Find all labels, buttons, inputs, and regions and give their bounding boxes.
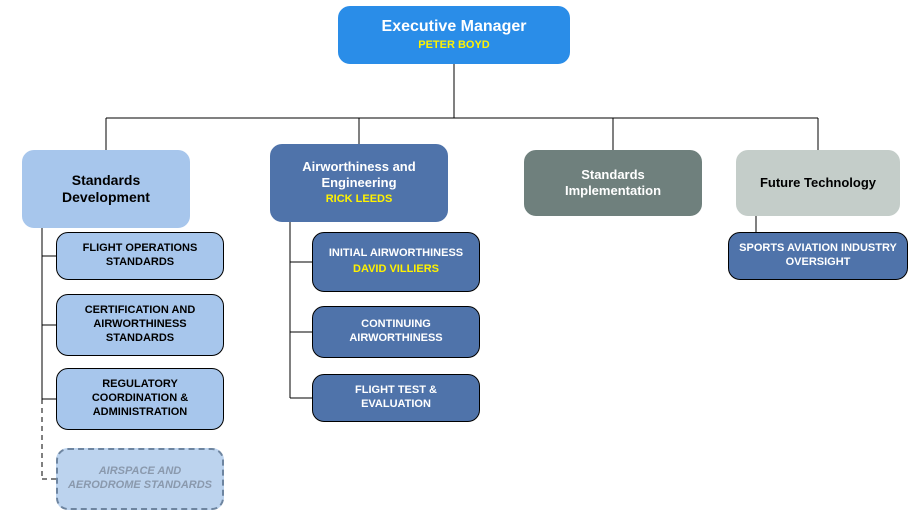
org-chart: Executive Manager PETER BOYD Standards Dev… bbox=[0, 0, 917, 531]
branch-0-child-0: FLIGHT OPERATIONS STANDARDS bbox=[56, 232, 224, 280]
branch-1-header: Airworthiness and EngineeringRICK LEEDS bbox=[270, 144, 448, 222]
branch-1-child-1: CONTINUING AIRWORTHINESS bbox=[312, 306, 480, 358]
branch-1-child-0-title: INITIAL AIRWORTHINESS bbox=[329, 247, 463, 261]
branch-0-child-2-title: REGULATORY COORDINATION & ADMINISTRATION bbox=[65, 378, 215, 419]
branch-0-child-1-title: CERTIFICATION AND AIRWORTHINESS STANDARD… bbox=[65, 304, 215, 345]
branch-0-child-3-title: AIRSPACE AND AERODROME STANDARDS bbox=[66, 465, 214, 493]
branch-1-child-2: FLIGHT TEST & EVALUATION bbox=[312, 374, 480, 422]
branch-0-header-title: Standards Development bbox=[31, 172, 181, 207]
branch-3-child-0-title: SPORTS AVIATION INDUSTRY OVERSIGHT bbox=[737, 242, 899, 270]
branch-1-child-0: INITIAL AIRWORTHINESS DAVID VILLIERS bbox=[312, 232, 480, 292]
root-node: Executive Manager PETER BOYD bbox=[338, 6, 570, 64]
branch-0-header: Standards Development bbox=[22, 150, 190, 228]
branch-0-child-0-title: FLIGHT OPERATIONS STANDARDS bbox=[65, 242, 215, 270]
branch-1-child-2-title: FLIGHT TEST & EVALUATION bbox=[321, 384, 471, 412]
branch-1-header-title: Airworthiness and Engineering bbox=[279, 159, 439, 192]
branch-1-child-1-title: CONTINUING AIRWORTHINESS bbox=[321, 318, 471, 346]
branch-0-child-3: AIRSPACE AND AERODROME STANDARDS bbox=[56, 448, 224, 510]
branch-0-child-1: CERTIFICATION AND AIRWORTHINESS STANDARD… bbox=[56, 294, 224, 356]
root-node-subtitle: PETER BOYD bbox=[418, 39, 490, 53]
branch-3-header-title: Future Technology bbox=[760, 175, 876, 191]
branch-1-child-0-subtitle: DAVID VILLIERS bbox=[353, 263, 439, 277]
branch-2-header-title: Standards Implementation bbox=[533, 167, 693, 200]
branch-0-child-2: REGULATORY COORDINATION & ADMINISTRATION bbox=[56, 368, 224, 430]
branch-3-header: Future Technology bbox=[736, 150, 900, 216]
branch-2-header: Standards Implementation bbox=[524, 150, 702, 216]
root-node-title: Executive Manager bbox=[382, 17, 527, 37]
branch-1-header-subtitle: RICK LEEDS bbox=[326, 193, 393, 207]
branch-3-child-0: SPORTS AVIATION INDUSTRY OVERSIGHT bbox=[728, 232, 908, 280]
